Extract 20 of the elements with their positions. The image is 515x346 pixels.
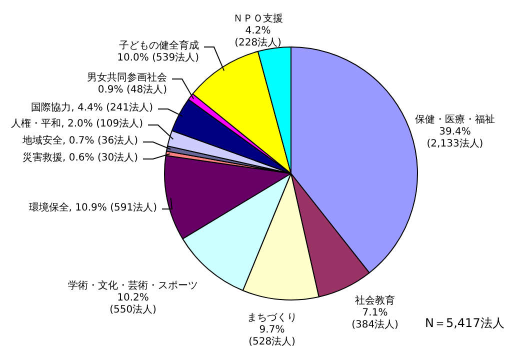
data-label: 39.4% (2,133法人) <box>426 126 484 150</box>
slice-label: 環境保全, 10.9% (591法人) <box>28 202 158 214</box>
data-label: 4.2% (228法人) <box>234 26 282 49</box>
slice-label: ＮＰＯ支援 <box>233 12 283 25</box>
text: N＝5,417法人 <box>425 316 504 330</box>
slice-label: 地域安全, 0.7% (36法人) <box>22 134 138 147</box>
slice-label: 社会教育 <box>355 294 395 307</box>
slice-label: 保健・医療・福祉 <box>415 114 495 126</box>
data-label: 7.1% (384法人) <box>352 308 399 331</box>
slice-label: 子どもの健全育成 <box>119 40 199 52</box>
slice-label: 男女共同参画社会 <box>87 72 167 84</box>
slice-label: 人権・平和, 2.0% (109法人) <box>11 118 144 130</box>
data-label: 10.0% (539法人) <box>117 52 200 64</box>
slice-label: 学術・文化・芸術・スポーツ <box>68 280 198 292</box>
data-label: 0.9% (48法人) <box>98 84 168 96</box>
slice-label: 災害救援, 0.6% (30法人) <box>22 152 138 164</box>
data-label: 10.2% (550法人) <box>110 292 157 316</box>
slice-label: 国際協力, 4.4% (241法人) <box>31 102 154 114</box>
data-label: 9.7% (528法人) <box>248 324 296 346</box>
slice-label: まちづくり <box>247 312 297 324</box>
